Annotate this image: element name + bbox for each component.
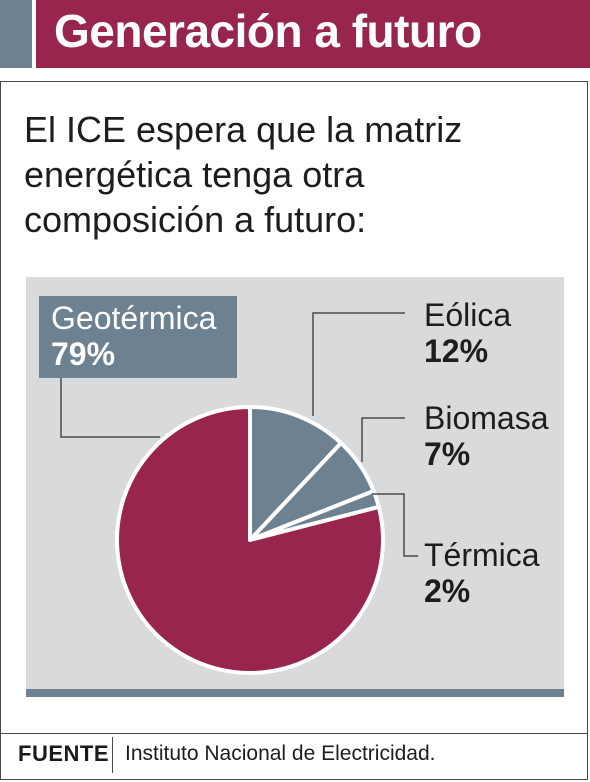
content-frame <box>0 81 588 780</box>
header-bar: Generación a futuro <box>0 0 590 68</box>
source-text: Instituto Nacional de Electricidad. <box>125 742 436 765</box>
footer-divider <box>0 733 588 734</box>
slice-value-termica: 2% <box>424 573 471 609</box>
slice-name-eolica: Eólica <box>424 297 512 333</box>
slice-name-geotermica: Geotérmica <box>51 300 217 336</box>
slice-label-geotermica: Geotérmica 79% <box>51 300 216 372</box>
pie-slices <box>115 405 385 675</box>
chart-panel-rule <box>26 689 564 697</box>
pie-slice-eolica <box>248 405 344 542</box>
title-band: Generación a futuro <box>36 0 590 68</box>
page-title: Generación a futuro <box>54 5 482 57</box>
slice-value-geotermica: 79% <box>51 336 116 372</box>
leader-line-termica <box>372 493 418 557</box>
source-label: FUENTE <box>18 741 109 766</box>
pie-slice-geotermica <box>115 405 385 675</box>
slice-name-termica: Térmica <box>424 537 540 573</box>
geotermica-callout: Geotérmica 79% <box>39 296 237 378</box>
slice-name-biomasa: Biomasa <box>424 400 549 436</box>
source-separator <box>112 737 113 773</box>
leader-line-biomasa <box>361 417 405 462</box>
leader-line-eolica <box>312 312 405 416</box>
intro-text: El ICE espera que la matriz energética t… <box>24 109 463 240</box>
slice-value-biomasa: 7% <box>424 436 471 472</box>
slice-label-eolica: Eólica 12% <box>424 297 511 369</box>
leader-lines <box>60 312 418 557</box>
header-accent-tab <box>0 0 32 68</box>
slice-value-eolica: 12% <box>424 333 489 369</box>
slice-label-termica: Térmica 2% <box>424 537 540 609</box>
leader-line-geotermica <box>60 378 160 438</box>
slice-label-biomasa: Biomasa 7% <box>424 400 549 472</box>
